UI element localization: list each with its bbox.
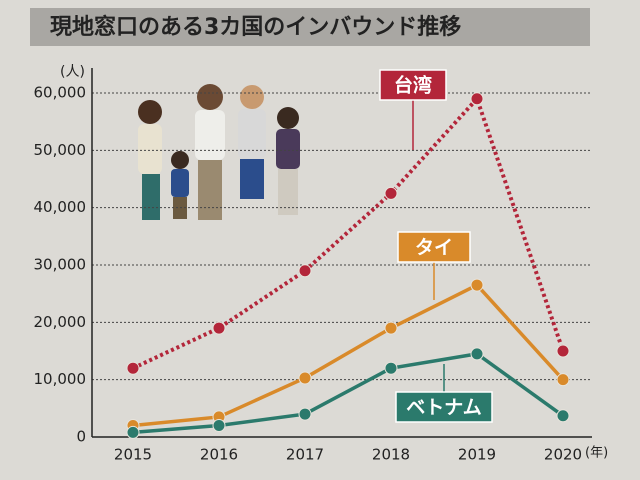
- y-tick-label: 0: [76, 428, 86, 446]
- y-tick-label: 20,000: [34, 313, 87, 331]
- legend-box: [397, 231, 471, 263]
- y-tick-label: 60,000: [34, 84, 87, 102]
- data-point: [298, 407, 312, 421]
- series-line: [132, 282, 565, 428]
- x-tick-label: 2016: [200, 446, 238, 464]
- x-tick-label: 2019: [458, 446, 496, 464]
- y-tick-label: 40,000: [34, 198, 87, 216]
- data-point: [470, 347, 484, 361]
- x-tick-label: 2018: [372, 446, 410, 464]
- data-point: [212, 321, 226, 335]
- data-point: [470, 278, 484, 292]
- x-tick-label: 2015: [114, 446, 152, 464]
- y-tick-label: 10,000: [34, 370, 87, 388]
- data-point: [384, 321, 398, 335]
- data-point: [556, 344, 570, 358]
- legend-label: タイ: [415, 237, 453, 259]
- data-point: [126, 425, 140, 439]
- data-point: [470, 92, 484, 106]
- data-point: [384, 186, 398, 200]
- data-point: [384, 361, 398, 375]
- data-point: [298, 371, 312, 385]
- series-line: [132, 94, 565, 371]
- people-illustration: [138, 84, 300, 220]
- data-point: [556, 373, 570, 387]
- legend-box: [379, 69, 447, 101]
- data-point: [212, 419, 226, 433]
- legend-label: 台湾: [394, 74, 432, 97]
- y-tick-label: 50,000: [34, 141, 87, 159]
- y-axis-label: (人): [60, 64, 85, 80]
- x-tick-label: 2017: [286, 446, 324, 464]
- title-bar: [30, 8, 590, 46]
- chart-title: 現地窓口のある3カ国のインバウンド推移: [50, 14, 461, 40]
- legend-box: [395, 391, 493, 423]
- legend-label: ベトナム: [406, 397, 481, 419]
- data-point: [126, 361, 140, 375]
- series-line: [132, 352, 565, 435]
- data-point: [556, 409, 570, 423]
- x-tick-label: 2020: [544, 446, 582, 464]
- x-axis-label: (年): [585, 446, 608, 461]
- data-point: [298, 264, 312, 278]
- y-tick-label: 30,000: [34, 256, 87, 274]
